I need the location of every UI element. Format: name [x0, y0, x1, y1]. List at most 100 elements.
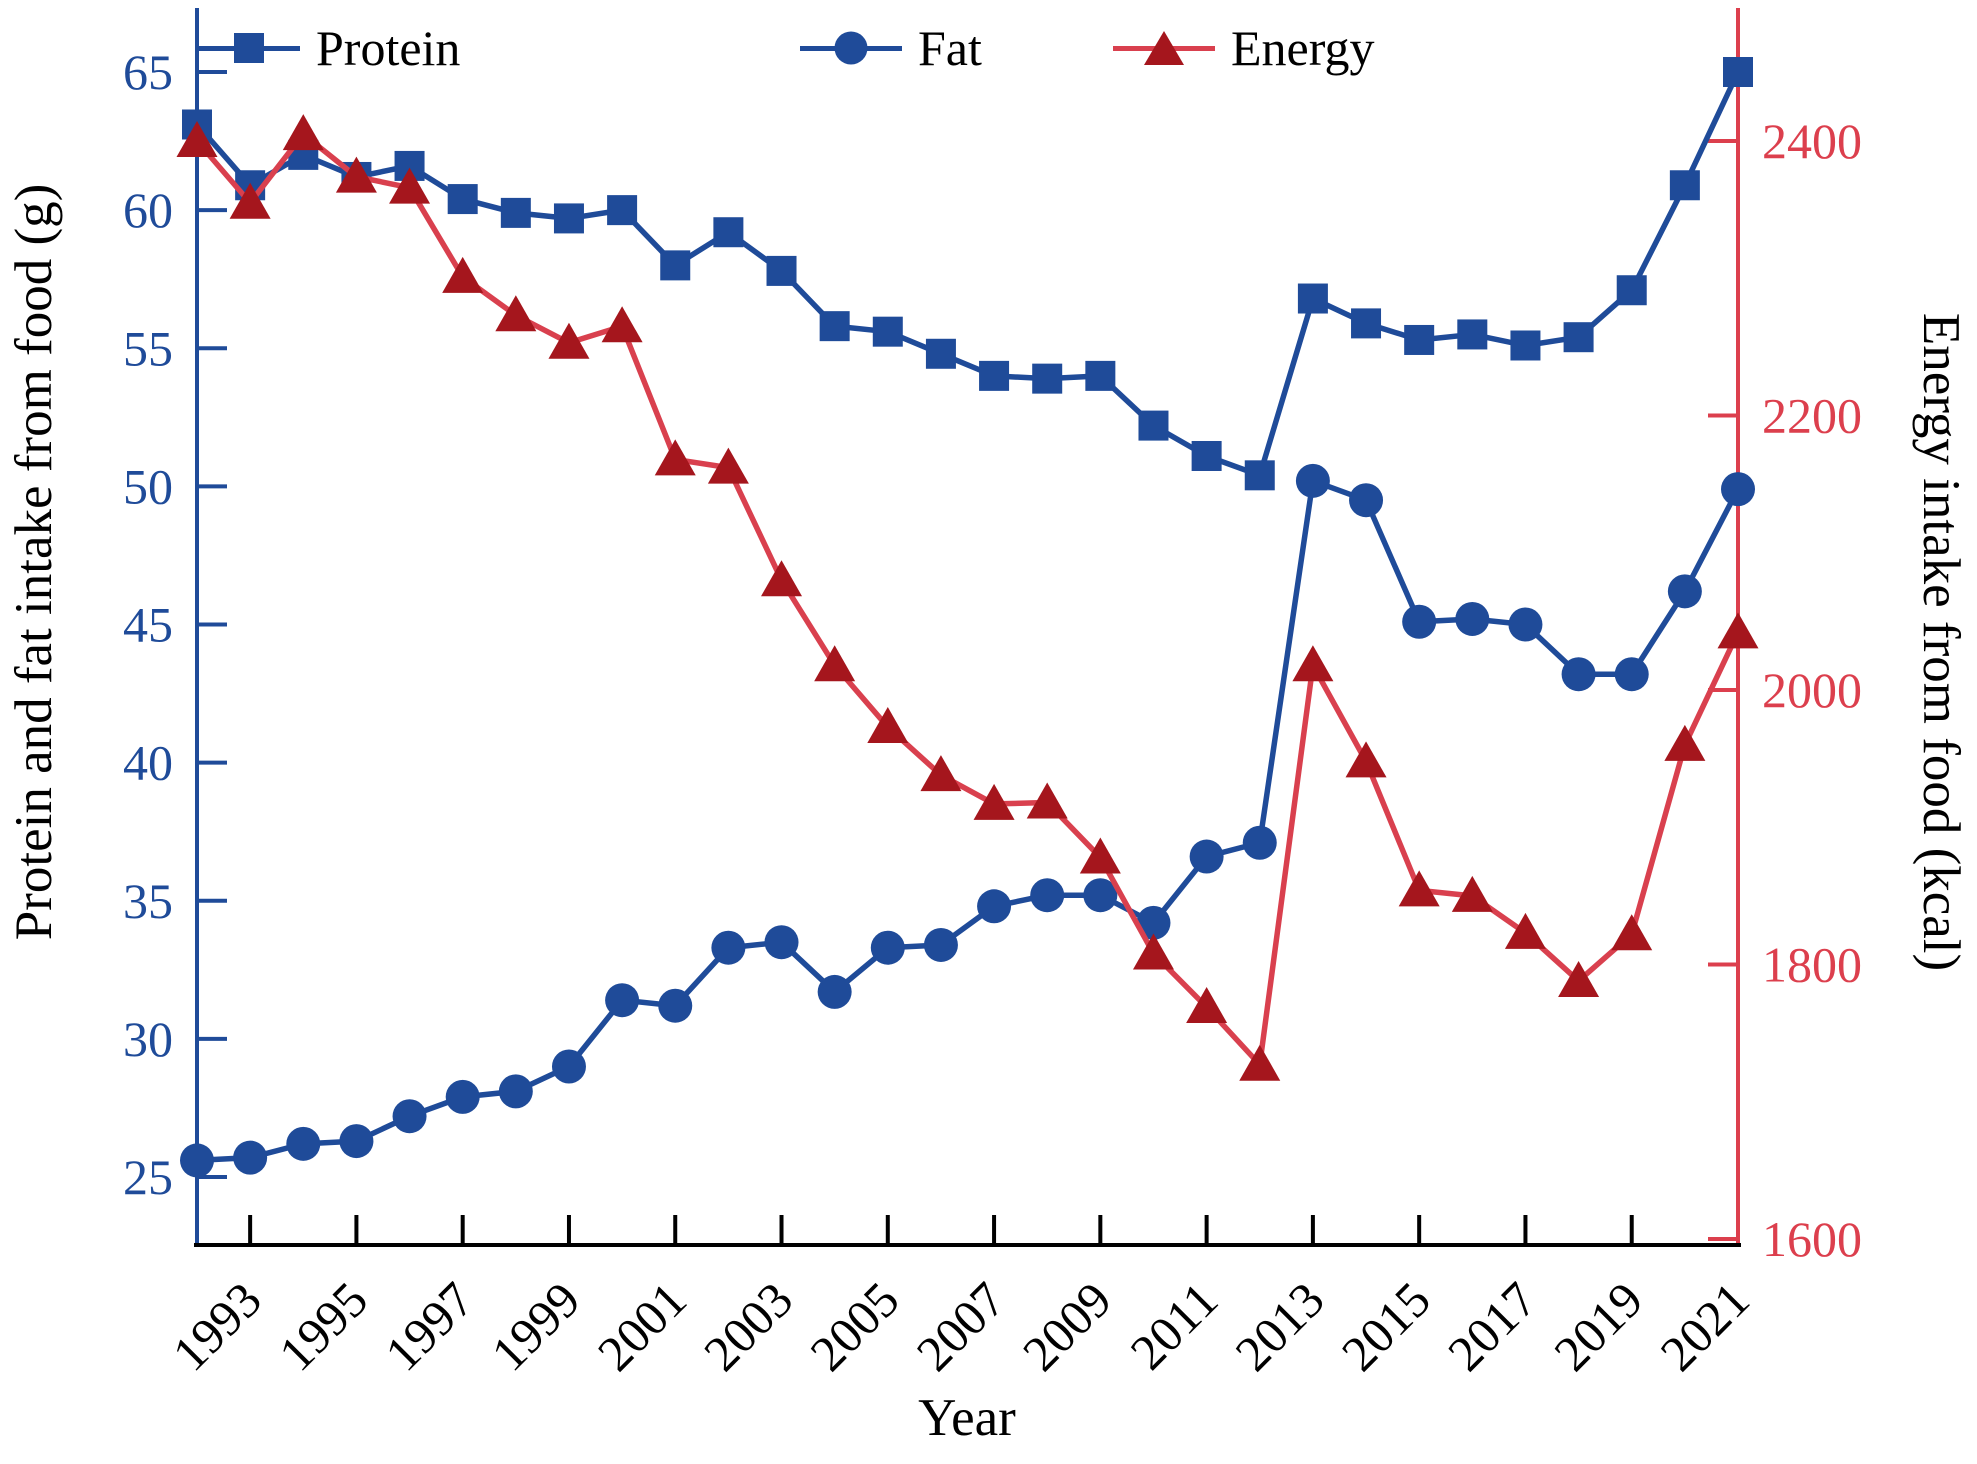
energy-marker: [1717, 612, 1759, 649]
energy-marker: [229, 182, 271, 219]
protein-marker: [1191, 440, 1222, 471]
left-tick-label: 45: [123, 597, 173, 653]
protein-marker: [1244, 460, 1275, 491]
energy-marker: [920, 755, 962, 792]
energy-marker: [867, 707, 909, 744]
right-tick-label: 2200: [1762, 388, 1862, 444]
energy-marker: [1398, 870, 1440, 907]
fat-marker: [1614, 657, 1649, 692]
protein-marker: [1457, 319, 1488, 350]
x-tick-label: 2009: [1012, 1271, 1122, 1381]
fat-marker: [392, 1099, 427, 1134]
protein-line: [194, 70, 1741, 479]
protein-marker: [1723, 57, 1753, 87]
right-tick-label: 2400: [1762, 113, 1862, 169]
protein-marker: [1297, 283, 1328, 314]
left-tick-label: 55: [123, 320, 173, 376]
energy-marker: [1186, 987, 1228, 1024]
protein-marker: [819, 311, 850, 342]
fat-line: [196, 478, 1741, 1164]
energy-marker: [548, 322, 590, 359]
protein-marker: [607, 195, 638, 226]
x-tick-label: 2021: [1649, 1271, 1759, 1381]
right-tick-label: 1600: [1762, 1211, 1862, 1267]
energy-marker: [1292, 645, 1334, 682]
x-tick-label: 2007: [906, 1271, 1016, 1381]
x-tick-label: 2005: [799, 1271, 909, 1381]
fat-marker: [870, 930, 905, 965]
energy-marker: [176, 121, 218, 157]
energy-marker: [1611, 914, 1653, 951]
fat-marker: [1561, 657, 1596, 692]
energy-marker: [335, 156, 377, 193]
left-tick-label: 60: [123, 182, 173, 238]
x-tick-label: 1995: [268, 1271, 378, 1381]
fat-marker: [1667, 574, 1702, 609]
protein-marker: [660, 250, 691, 281]
energy-marker: [1664, 724, 1706, 761]
left-tick-label: 40: [123, 735, 173, 791]
energy-marker: [654, 439, 696, 476]
energy-marker: [601, 306, 643, 343]
right-tick-label: 2000: [1762, 662, 1862, 718]
left-axis-title: Protein and fat intake from food (g): [5, 183, 63, 941]
x-tick-label: 1999: [480, 1271, 590, 1381]
energy-marker: [1558, 960, 1600, 997]
fat-marker: [764, 925, 799, 960]
protein-marker: [766, 255, 797, 286]
fat-marker: [286, 1126, 321, 1161]
energy-marker: [1079, 837, 1121, 874]
protein-marker: [1616, 275, 1647, 306]
protein-marker: [1669, 170, 1700, 201]
protein-marker: [925, 338, 956, 369]
fat-marker: [339, 1124, 374, 1159]
protein-marker: [1032, 363, 1063, 394]
right-tick-label: 1800: [1762, 937, 1862, 993]
fat-marker: [180, 1143, 214, 1178]
energy-marker: [1451, 875, 1493, 912]
protein-marker: [1351, 308, 1382, 339]
energy-marker: [282, 114, 324, 151]
energy-marker: [1345, 741, 1387, 778]
energy-marker: [1504, 912, 1546, 949]
right-axis-title: Energy intake from food (kcal): [1912, 312, 1970, 972]
fat-marker: [1721, 472, 1755, 507]
fat-marker: [551, 1049, 586, 1084]
energy-marker: [1239, 1044, 1281, 1081]
x-axis-title: Year: [918, 1389, 1016, 1447]
energy-marker: [1132, 933, 1174, 970]
protein-marker: [553, 203, 584, 234]
protein-marker: [1510, 330, 1541, 361]
x-tick-label: 2001: [587, 1271, 697, 1381]
protein-marker: [872, 316, 903, 347]
x-tick-label: 2011: [1119, 1271, 1228, 1380]
fat-marker: [1030, 878, 1065, 913]
x-tick-label: 1997: [374, 1271, 484, 1381]
x-tick-label: 2017: [1437, 1271, 1547, 1381]
left-tick-label: 25: [123, 1149, 173, 1205]
fat-marker: [1242, 825, 1277, 860]
fat-marker: [605, 983, 640, 1018]
protein-marker: [1563, 322, 1594, 353]
fat-marker: [1508, 607, 1543, 642]
energy-marker: [707, 447, 749, 484]
fat-marker: [1455, 601, 1490, 636]
protein-marker: [979, 360, 1010, 391]
fat-marker: [1295, 463, 1330, 498]
fat-marker: [233, 1140, 268, 1175]
energy-marker: [1026, 782, 1068, 819]
fat-marker: [1402, 604, 1437, 639]
energy-marker: [973, 783, 1015, 820]
left-tick-label: 50: [123, 458, 173, 514]
fat-marker: [817, 974, 852, 1009]
fat-marker: [1349, 483, 1384, 518]
energy-marker: [442, 256, 484, 293]
fat-marker: [711, 930, 746, 965]
protein-marker: [713, 217, 744, 248]
fat-marker: [445, 1079, 480, 1114]
x-tick-label: 2019: [1543, 1271, 1653, 1381]
fat-marker: [1189, 839, 1224, 874]
left-tick-label: 65: [123, 44, 173, 100]
